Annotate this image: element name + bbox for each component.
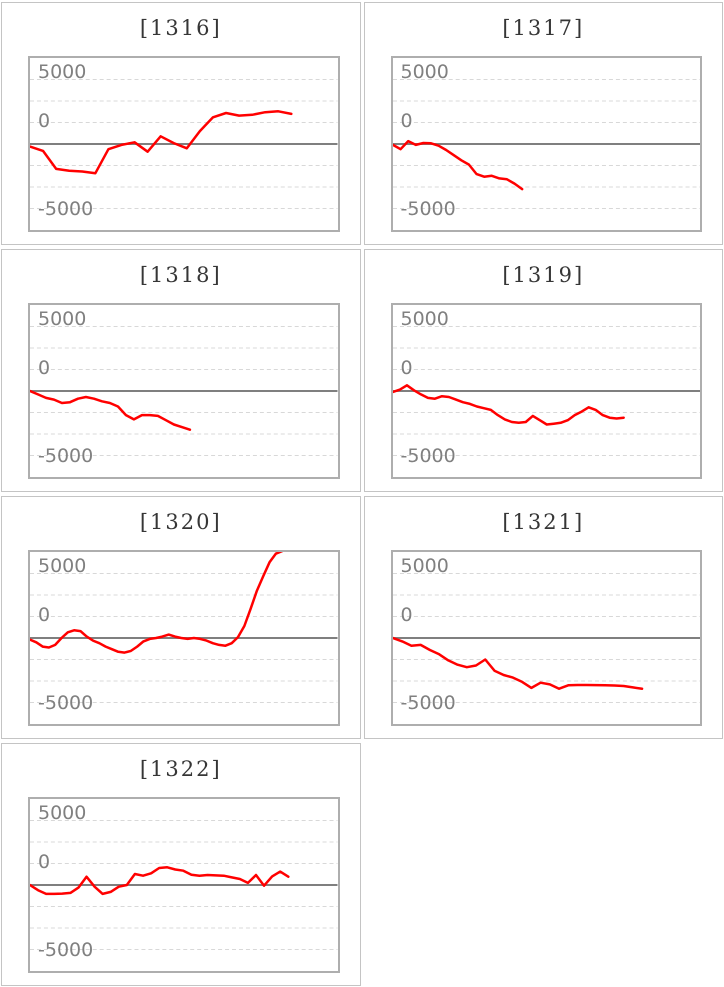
- y-tick-0: 0: [38, 604, 51, 626]
- line-chart-svg: [392, 326, 700, 456]
- chart-panel: [1320] 5000 0 -5000: [1, 496, 361, 739]
- series-line: [392, 139, 523, 191]
- chart-panel: [1321] 5000 0 -5000: [363, 496, 723, 739]
- empty-cell: [363, 743, 723, 986]
- y-tick-neg-5000: -5000: [400, 198, 456, 220]
- line-chart-svg: [30, 552, 338, 703]
- y-tick-5000: 5000: [38, 802, 87, 824]
- chart-panel: [1322] 5000 0 -5000: [1, 743, 361, 986]
- series-line: [30, 110, 293, 175]
- y-tick-5000: 5000: [38, 555, 87, 577]
- series-line: [30, 552, 284, 654]
- y-tick-5000: 5000: [400, 308, 449, 330]
- y-tick-5000: 5000: [400, 555, 449, 577]
- series-line: [30, 389, 192, 431]
- chart-title: [1320]: [139, 510, 222, 534]
- plot-area: 5000 0 -5000: [28, 550, 340, 726]
- y-tick-neg-5000: -5000: [38, 198, 94, 220]
- y-tick-neg-5000: -5000: [400, 445, 456, 467]
- chart-title: [1317]: [502, 16, 585, 40]
- chart-title: [1318]: [139, 263, 222, 287]
- chart-title: [1321]: [502, 510, 585, 534]
- chart-panel: [1319] 5000 0 -5000: [363, 249, 723, 492]
- chart-title: [1322]: [139, 757, 222, 781]
- plot-area: 5000 0 -5000: [28, 56, 340, 232]
- line-chart-svg: [30, 326, 338, 456]
- chart-panel: [1316] 5000 0 -5000: [1, 2, 361, 245]
- y-tick-neg-5000: -5000: [38, 692, 94, 714]
- line-chart-svg: [392, 79, 700, 209]
- chart-title: [1316]: [139, 16, 222, 40]
- y-tick-0: 0: [38, 110, 51, 132]
- plot-area: 5000 0 -5000: [28, 797, 340, 973]
- plot-area: 5000 0 -5000: [28, 303, 340, 479]
- series-line: [392, 384, 625, 426]
- y-tick-0: 0: [400, 357, 413, 379]
- y-tick-5000: 5000: [400, 61, 449, 83]
- plot-area: 5000 0 -5000: [390, 56, 702, 232]
- line-chart-svg: [30, 79, 338, 209]
- series-line: [392, 636, 643, 690]
- plot-area: 5000 0 -5000: [390, 303, 702, 479]
- line-chart-svg: [392, 573, 700, 703]
- y-tick-neg-5000: -5000: [400, 692, 456, 714]
- y-tick-0: 0: [38, 357, 51, 379]
- y-tick-0: 0: [400, 110, 413, 132]
- chart-title: [1319]: [502, 263, 585, 287]
- y-tick-0: 0: [400, 604, 413, 626]
- y-tick-5000: 5000: [38, 61, 87, 83]
- chart-panel: [1318] 5000 0 -5000: [1, 249, 361, 492]
- series-line: [30, 866, 290, 896]
- chart-panel: [1317] 5000 0 -5000: [363, 2, 723, 245]
- y-tick-neg-5000: -5000: [38, 939, 94, 961]
- y-tick-0: 0: [38, 851, 51, 873]
- line-chart-svg: [30, 820, 338, 950]
- plot-area: 5000 0 -5000: [390, 550, 702, 726]
- y-tick-neg-5000: -5000: [38, 445, 94, 467]
- y-tick-5000: 5000: [38, 308, 87, 330]
